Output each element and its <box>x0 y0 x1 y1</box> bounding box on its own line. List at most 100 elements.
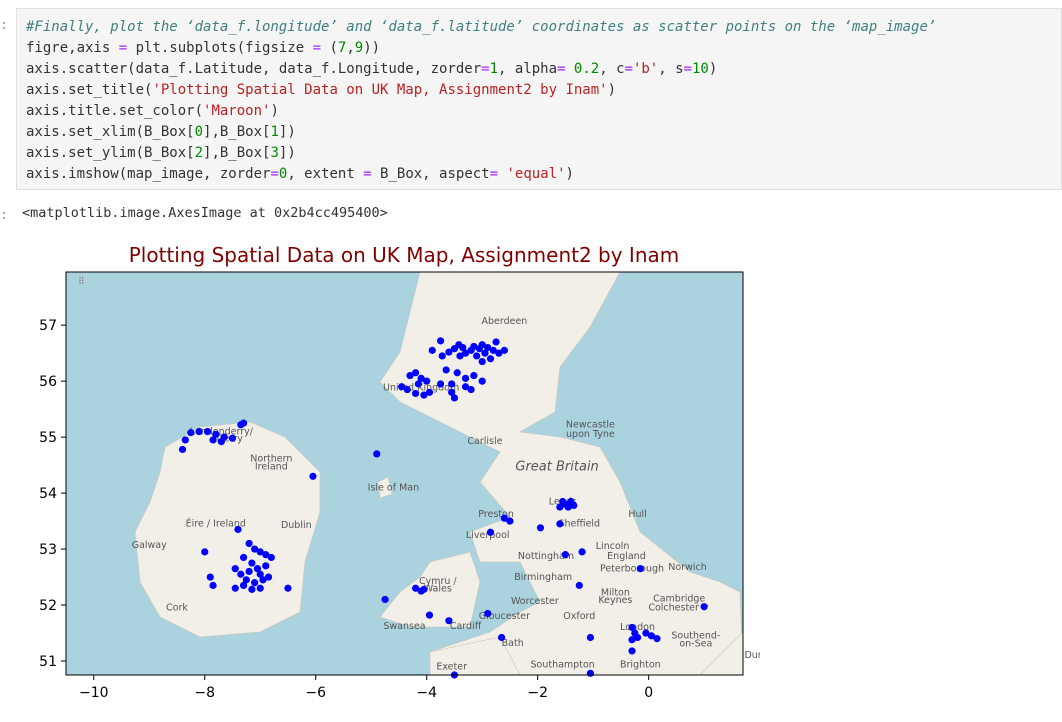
scotland-landmass <box>379 271 744 676</box>
ireland-landmass <box>134 421 321 638</box>
scatter-point <box>264 573 273 581</box>
scatter-point <box>478 357 486 366</box>
y-tick-label: 56 <box>39 374 57 390</box>
scatter-point <box>411 389 420 398</box>
scatter-point <box>450 394 459 402</box>
map-label-33: Gloucester <box>479 611 530 622</box>
scatter-point <box>217 437 225 446</box>
chart-title: Plotting Spatial Data on UK Map, Assignm… <box>129 243 680 267</box>
scatter-point <box>414 380 422 388</box>
map-label-34: Oxford <box>563 611 595 622</box>
y-tick-label: 57 <box>39 318 57 334</box>
scatter-point <box>209 436 217 444</box>
map-label-1: United Kingdom <box>383 383 459 394</box>
scatter-point <box>467 385 475 394</box>
map-label-40: Bath <box>502 638 524 649</box>
scatter-point <box>486 528 495 536</box>
scatter-point <box>201 548 209 556</box>
scatter-point <box>231 565 239 573</box>
scatter-point <box>567 497 575 506</box>
scatter-point <box>267 553 275 562</box>
map-label-16: Dublin <box>281 520 312 531</box>
scatter-point <box>628 623 636 632</box>
scatter-point <box>234 525 242 534</box>
scatter-point <box>237 421 245 429</box>
code-line-imshow: axis.imshow(map_image, zorder=0, extent … <box>26 166 574 182</box>
scatter-point <box>586 669 594 677</box>
map-label-30: Worcester <box>511 596 559 607</box>
map-label-20: Nottingham <box>518 551 574 562</box>
x-axis: −10 −8 −6 −4 −2 0 <box>79 675 653 701</box>
code-line-set-xlim: axis.set_xlim(B_Box[0],B_Box[1]) <box>26 124 296 140</box>
y-tick-label: 55 <box>39 430 57 446</box>
map-label-9: Great Britain <box>515 460 598 475</box>
scatter-point <box>248 585 256 593</box>
map-label-39: on-Sea <box>679 638 712 649</box>
scatter-point <box>575 581 583 590</box>
map-label-3: upon Tyne <box>566 429 615 440</box>
scatter-point <box>459 343 467 352</box>
scatter-point <box>700 603 708 611</box>
scatter-point <box>484 609 492 618</box>
map-label-44: Dunk <box>744 650 760 661</box>
scatter-point <box>203 427 212 436</box>
map-label-0: Aberdeen <box>481 316 527 327</box>
scatter-point <box>481 349 489 357</box>
scatter-point <box>251 545 259 553</box>
map-label-13: Sheffield <box>558 519 600 530</box>
scatter-point <box>445 348 453 356</box>
scatter-point <box>486 355 495 363</box>
scatter-point <box>242 576 250 584</box>
scatter-point <box>231 584 239 592</box>
map-label-4: Carlisle <box>467 436 502 447</box>
scatter-point <box>556 520 564 528</box>
x-tick-label: −6 <box>305 685 326 701</box>
scatter-point <box>417 374 425 382</box>
map-label-17: Liverpool <box>466 530 510 541</box>
code-line-set-title: axis.set_title('Plotting Spatial Data on… <box>26 82 617 98</box>
scatter-map-chart: Plotting Spatial Data on UK Map, Assignm… <box>39 243 770 701</box>
scatter-point <box>253 565 262 573</box>
scatter-point <box>423 377 431 385</box>
y-tick-label: 52 <box>39 598 57 614</box>
code-editor[interactable]: #Finally, plot the ‘data_f.longitude’ an… <box>26 17 936 185</box>
map-label-31: Cambridge <box>653 594 705 605</box>
scatter-point <box>647 632 656 640</box>
code-line-set-ylim: axis.set_ylim(B_Box[2],B_Box[3]) <box>26 145 296 161</box>
scatter-point <box>181 436 189 444</box>
scatter-point <box>470 342 478 351</box>
scatter-point <box>420 585 428 593</box>
scatter-point <box>438 352 446 360</box>
map-label-27: Milton <box>601 588 630 599</box>
scatter-point <box>500 514 508 522</box>
scatter-point <box>478 341 486 349</box>
scatter-points <box>178 337 708 679</box>
scatter-point <box>564 503 572 511</box>
map-label-10: Isle of Man <box>368 482 419 493</box>
scatter-point <box>425 611 434 619</box>
scatter-point <box>237 570 245 578</box>
scatter-point <box>498 633 506 642</box>
code-cell[interactable]: #Finally, plot the ‘data_f.longitude’ an… <box>16 8 1062 190</box>
x-tick-label: −2 <box>527 685 548 701</box>
scatter-point <box>448 388 456 396</box>
scatter-point <box>478 377 486 385</box>
y-tick-label: 54 <box>39 486 57 502</box>
scatter-point <box>484 343 492 352</box>
scatter-point <box>420 391 428 399</box>
scatter-point <box>556 503 564 511</box>
scatter-point <box>653 635 661 643</box>
y-axis: 51 52 53 54 55 56 57 <box>39 318 66 670</box>
input-prompt: : <box>0 18 8 33</box>
scatter-point <box>642 629 650 637</box>
map-label-19: Lincoln <box>596 541 630 552</box>
map-label-38: Southend- <box>671 631 720 642</box>
scatter-point <box>461 349 470 357</box>
scatter-point <box>461 374 470 382</box>
code-line-scatter: axis.scatter(data_f.Latitude, data_f.Lon… <box>26 61 718 77</box>
scatter-point <box>500 346 508 354</box>
figure: Plotting Spatial Data on UK Map, Assignm… <box>0 232 770 718</box>
scatter-point <box>256 570 264 578</box>
scatter-point <box>206 573 214 581</box>
